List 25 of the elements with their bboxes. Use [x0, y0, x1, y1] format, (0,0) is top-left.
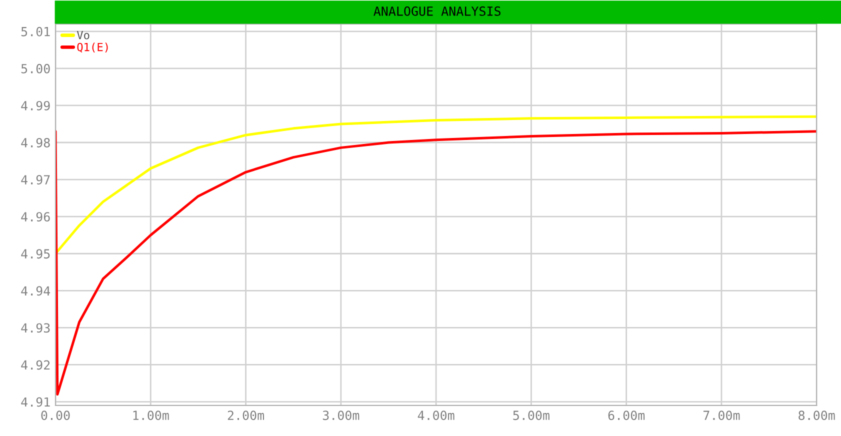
x-tick-label: 3.00m [322, 410, 360, 420]
y-tick-label: 4.94 [21, 286, 50, 296]
legend-label: Vo [76, 31, 90, 40]
y-tick-label: 4.99 [21, 100, 50, 110]
x-tick-label: 2.00m [228, 410, 264, 420]
y-tick-label: 4.91 [21, 397, 50, 407]
x-tick-label: 0.00 [41, 410, 70, 420]
y-tick-label: 4.97 [21, 175, 50, 185]
y-tick-label: 4.98 [21, 138, 50, 148]
line-series [56, 115, 817, 255]
y-tick-label: 4.92 [21, 360, 50, 370]
x-tick-label: 7.00m [704, 410, 740, 420]
line-series [56, 130, 817, 396]
y-tick-label: 4.95 [21, 249, 50, 259]
x-tick-label: 6.00m [608, 410, 645, 420]
x-tick-label: 8.00m [798, 410, 835, 420]
y-tick-label: 5.00 [21, 64, 50, 74]
x-tick-label: 5.00m [513, 410, 550, 420]
chart-title: ANALOGUE ANALYSIS [374, 6, 500, 16]
x-tick-label: 4.00m [418, 410, 454, 420]
x-tick-label: 1.00m [133, 410, 169, 420]
y-tick-label: 4.93 [21, 323, 50, 333]
y-tick-label: 5.01 [21, 26, 50, 36]
y-tick-label: 4.96 [21, 212, 50, 222]
legend-label: Q1(E) [77, 42, 108, 53]
